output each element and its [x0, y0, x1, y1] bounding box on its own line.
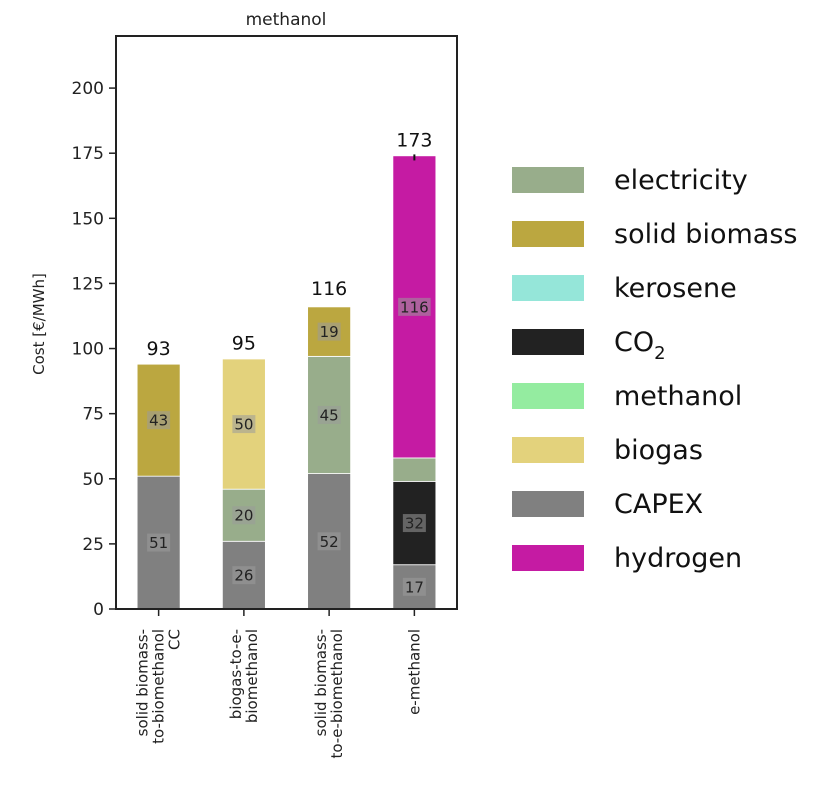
segment-label-bg [398, 297, 431, 316]
bar-total-label: 173 [396, 129, 432, 151]
x-tick-label: biogas-to-e- [227, 629, 245, 719]
bar-total-label: 116 [311, 278, 347, 300]
legend-swatch [512, 167, 584, 193]
y-tick-label: 75 [82, 405, 104, 425]
x-tick-label: to-e-biomethanol [328, 629, 346, 759]
legend-label: methanol [614, 381, 742, 412]
segment-value-label: 50 [234, 416, 253, 434]
segment-value-label: 20 [234, 507, 253, 525]
segment-label-bg [232, 506, 256, 525]
legend-label: CO2 [614, 327, 666, 364]
segment-label-bg [402, 577, 426, 596]
legend-label: biogas [614, 435, 703, 466]
y-tick-label: 200 [72, 79, 104, 99]
legend-label: CAPEX [614, 489, 703, 520]
segment-label-bg [147, 411, 171, 430]
segment-value-label: 17 [405, 578, 424, 596]
bar-total-label: 95 [232, 333, 256, 355]
x-tick-label: solid biomass- [134, 629, 152, 736]
legend-label: kerosene [614, 273, 737, 304]
segment-label-bg [402, 514, 426, 533]
plot-frame [115, 35, 458, 610]
bar-segment-solid-biomass [136, 363, 181, 477]
legend-swatch [512, 383, 584, 409]
x-tick-label: CC [166, 629, 184, 650]
legend-label-subscript: 2 [654, 343, 665, 364]
segment-label-bg [317, 322, 341, 341]
chart-title: methanol [246, 10, 327, 30]
legend-swatch [512, 221, 584, 247]
segment-value-label: 43 [149, 412, 168, 430]
x-tick-label: biomethanol [243, 629, 261, 723]
y-tick-label: 0 [93, 600, 104, 620]
y-axis-label: Cost [€/MWh] [30, 273, 48, 375]
segment-value-label: 19 [320, 323, 339, 341]
y-tick-label: 175 [72, 144, 104, 164]
legend-label: hydrogen [614, 543, 742, 574]
legend-swatch [512, 437, 584, 463]
legend-swatch [512, 329, 584, 355]
segment-value-label: 26 [234, 567, 253, 585]
legend-swatch [512, 275, 584, 301]
y-tick-label: 125 [72, 274, 104, 294]
y-tick-label: 50 [82, 470, 104, 490]
segment-label-bg [147, 533, 171, 552]
x-tick-label: solid biomass- [312, 629, 330, 736]
y-tick-label: 25 [82, 535, 104, 555]
segment-value-label: 52 [320, 533, 339, 551]
legend-label: solid biomass [614, 219, 797, 250]
segment-value-label: 51 [149, 534, 168, 552]
legend-swatch [512, 491, 584, 517]
plot-area: 51 43 93 26 20 50 95 52 45 19 116 17 32 116 173 0 25 50 75… [72, 35, 458, 759]
bar-total-label: 93 [147, 338, 171, 360]
x-tick-label: e-methanol [405, 629, 423, 715]
segment-label-bg [317, 405, 341, 424]
segment-label-bg [232, 566, 256, 585]
bar-segment-electricity [392, 457, 437, 482]
legend-swatch [512, 545, 584, 571]
y-tick-label: 150 [72, 209, 104, 229]
segment-value-label: 45 [320, 406, 339, 424]
segment-label-bg [317, 532, 341, 551]
y-tick-label: 100 [72, 340, 104, 360]
segment-value-label: 116 [400, 298, 429, 316]
segment-label-bg [232, 415, 256, 434]
x-tick-label: to-biomethanol [150, 629, 168, 744]
legend-label: electricity [614, 165, 748, 196]
legend: electricity solid biomass kerosene CO2 metha… [512, 165, 797, 574]
segment-value-label: 32 [405, 515, 424, 533]
